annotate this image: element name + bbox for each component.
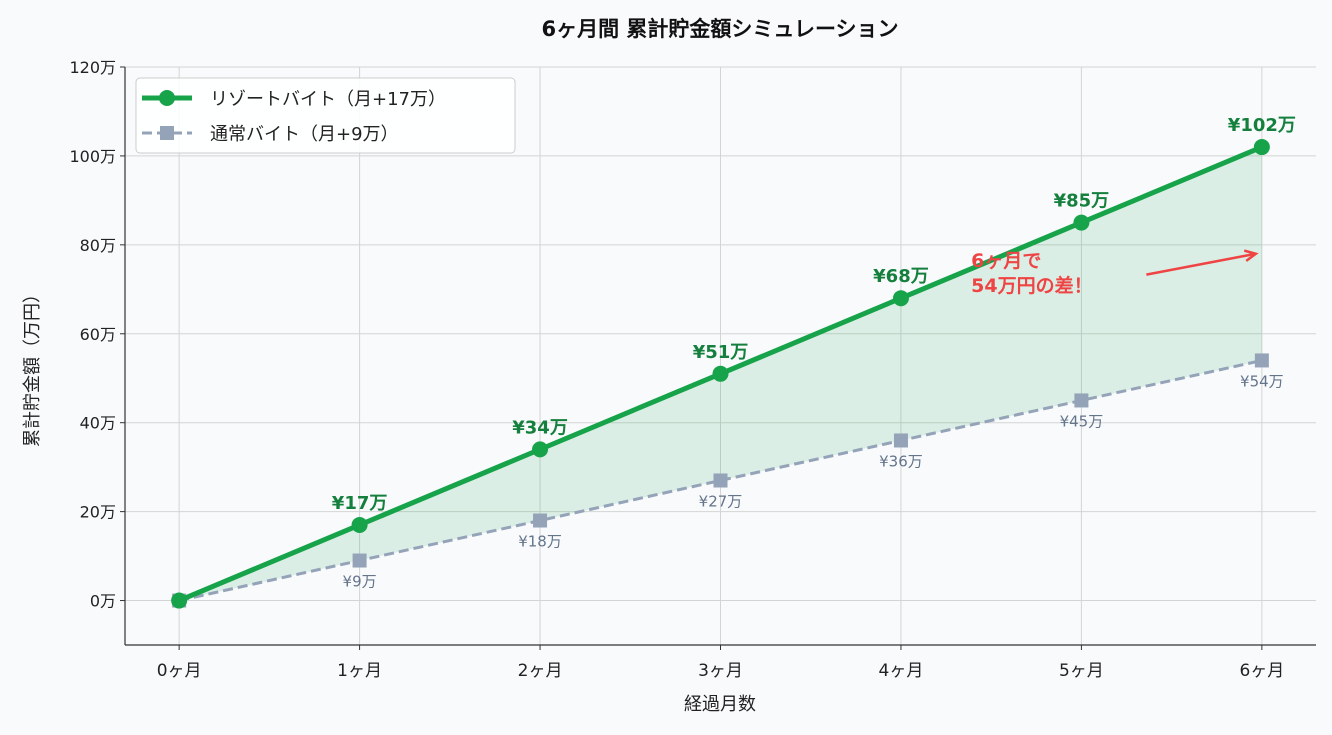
series-group: ¥9万 ¥18万 ¥27万 ¥36万 ¥45万 ¥54万 ¥17万 ¥34万 ¥51万 ¥68万 ¥… bbox=[171, 115, 1296, 609]
data-label: ¥51万 bbox=[693, 342, 749, 363]
y-tick-label: 120万 bbox=[69, 58, 116, 77]
data-point bbox=[171, 592, 188, 609]
legend-label: 通常バイト（月+9万） bbox=[210, 124, 399, 145]
data-point bbox=[351, 516, 368, 533]
data-label: ¥68万 bbox=[873, 266, 929, 287]
data-label: ¥102万 bbox=[1228, 115, 1296, 136]
data-point bbox=[352, 553, 367, 568]
y-axis-label: 累計貯金額（万円） bbox=[22, 285, 43, 447]
x-tick-label: 6ヶ月 bbox=[1239, 661, 1284, 681]
data-label: ¥45万 bbox=[1060, 412, 1104, 430]
data-point bbox=[1074, 393, 1089, 408]
data-label: ¥27万 bbox=[699, 492, 743, 510]
data-point bbox=[893, 433, 908, 448]
chart-title: 6ヶ月間 累計貯金額シミュレーション bbox=[541, 17, 898, 41]
data-point bbox=[712, 365, 729, 382]
data-point bbox=[1253, 139, 1270, 156]
data-label: ¥9万 bbox=[343, 573, 377, 591]
x-tick-label: 4ヶ月 bbox=[879, 661, 924, 681]
annotation-text: 6ヶ月で bbox=[971, 250, 1041, 272]
annotation-arrow bbox=[1146, 252, 1257, 276]
x-tick-label: 2ヶ月 bbox=[518, 661, 563, 681]
y-tick-label: 0万 bbox=[90, 592, 116, 611]
data-label: ¥85万 bbox=[1054, 191, 1110, 212]
data-point bbox=[532, 441, 549, 458]
data-label: ¥17万 bbox=[332, 493, 388, 514]
y-tick-label: 80万 bbox=[80, 236, 116, 255]
x-axis-label: 経過月数 bbox=[684, 694, 756, 715]
data-point bbox=[892, 290, 909, 307]
annotation-text: 54万円の差！ bbox=[971, 274, 1092, 297]
data-point bbox=[533, 513, 548, 528]
y-tick-label: 20万 bbox=[80, 503, 116, 522]
legend: リゾートバイト（月+17万） 通常バイト（月+9万） bbox=[135, 77, 516, 154]
y-tick-label: 40万 bbox=[80, 414, 116, 433]
y-tick-label: 60万 bbox=[80, 325, 116, 344]
legend-marker bbox=[159, 90, 175, 106]
y-tick-label: 100万 bbox=[69, 147, 116, 166]
axes: 0万 20万 40万 60万 80万 100万 120万 0ヶ月 1ヶ月 2ヶ月 3ヶ月 4ヶ月 5ヶ月… bbox=[69, 58, 1316, 681]
data-label: ¥18万 bbox=[518, 533, 562, 551]
x-tick-label: 5ヶ月 bbox=[1059, 661, 1104, 681]
data-point bbox=[1254, 353, 1269, 368]
data-label: ¥54万 bbox=[1240, 372, 1284, 390]
legend-label: リゾートバイト（月+17万） bbox=[210, 89, 446, 110]
x-tick-label: 3ヶ月 bbox=[698, 661, 743, 681]
legend-box bbox=[135, 77, 516, 154]
x-tick-label: 1ヶ月 bbox=[337, 661, 382, 681]
data-point bbox=[713, 473, 728, 488]
arrow-head-icon bbox=[1243, 249, 1259, 262]
x-tick-label: 0ヶ月 bbox=[157, 661, 202, 681]
data-label: ¥36万 bbox=[879, 452, 923, 470]
data-point bbox=[1073, 214, 1090, 231]
data-label: ¥34万 bbox=[512, 417, 568, 438]
legend-marker bbox=[160, 126, 174, 140]
